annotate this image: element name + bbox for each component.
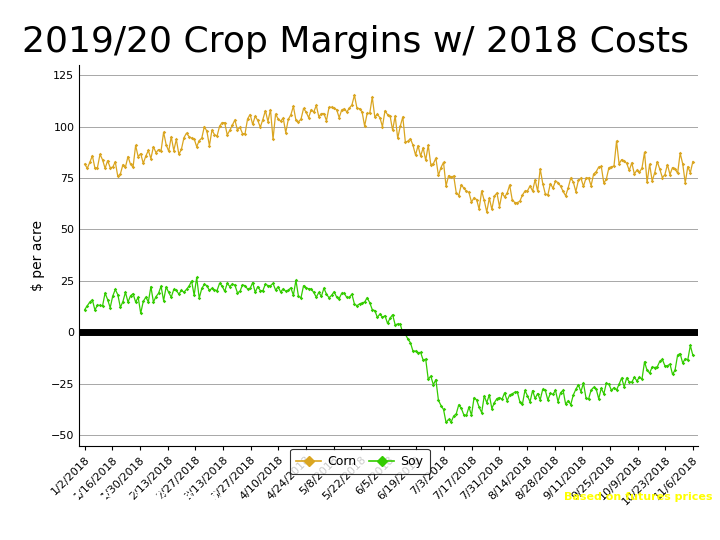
- Text: 2019/20 Crop Margins w/ 2018 Costs: 2019/20 Crop Margins w/ 2018 Costs: [22, 25, 688, 59]
- Legend: Corn, Soy: Corn, Soy: [290, 449, 430, 475]
- Text: Ag Decision Maker: Ag Decision Maker: [551, 519, 713, 534]
- Y-axis label: $ per acre: $ per acre: [31, 220, 45, 291]
- Text: Based on futures prices: Based on futures prices: [564, 491, 713, 502]
- Text: Iowa State University: Iowa State University: [7, 488, 223, 505]
- Text: Extension and Outreach/Department of Economics: Extension and Outreach/Department of Eco…: [7, 521, 272, 531]
